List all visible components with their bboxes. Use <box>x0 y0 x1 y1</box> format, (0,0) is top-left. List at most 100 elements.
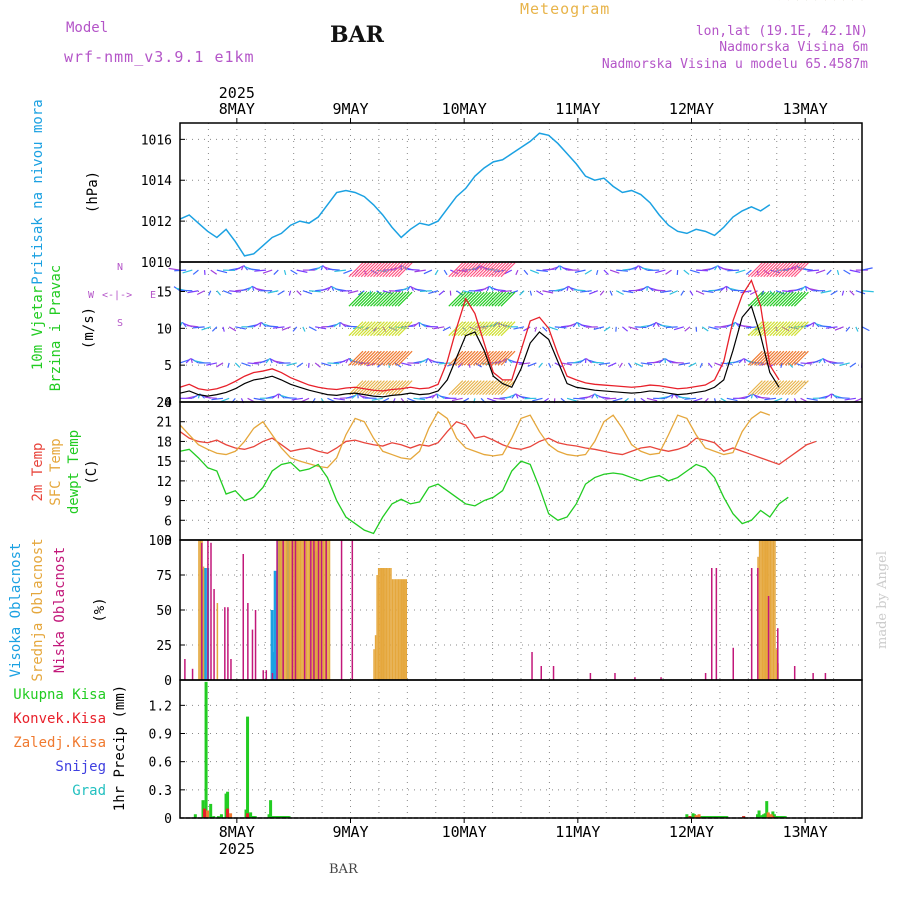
wind-barb <box>836 269 840 276</box>
cloud-bar-cloud_mid <box>760 540 762 680</box>
wind-barb-strong <box>476 291 491 307</box>
wind-barb <box>660 324 672 328</box>
wind-barb <box>603 269 609 275</box>
wind-barb <box>222 290 232 295</box>
precip-bar-precip_total <box>783 816 787 818</box>
precip-bar-precip_convective <box>742 816 746 818</box>
wind-barb <box>248 268 260 271</box>
wind-barb-strong <box>787 321 803 337</box>
wind-barb-strong <box>354 321 370 337</box>
wind-barb-strong <box>457 350 473 366</box>
wind-barb-strong <box>485 291 501 307</box>
precip-bar-precip_total <box>782 816 786 818</box>
wind-barb <box>834 326 844 331</box>
wind-barb <box>168 267 181 271</box>
precip-bar-precip_freezing <box>694 815 698 818</box>
wind-barb <box>841 290 845 296</box>
wind-barb <box>308 290 321 293</box>
precip-bar-precip_total <box>285 816 289 818</box>
cloud-bar-cloud_mid <box>199 540 202 680</box>
wind-barb-strong <box>463 350 479 366</box>
wind-barb <box>628 326 639 331</box>
pressure-unit-0: (hPa) <box>85 171 101 213</box>
wind-barb-strong <box>448 262 464 278</box>
wind-barb-strong <box>494 380 510 396</box>
wind-barb <box>621 326 629 332</box>
wind-barb <box>839 362 850 367</box>
wind-barb-strong <box>763 291 779 307</box>
wind-barb <box>492 321 499 328</box>
wind-barb-strong <box>500 291 516 307</box>
wind-barb <box>773 397 783 403</box>
wind-barb <box>849 269 861 273</box>
wind-barb <box>678 362 691 366</box>
wind-barb <box>616 269 629 272</box>
wind-barb-strong <box>370 291 385 307</box>
wind-barb <box>419 290 432 293</box>
precip-bar-precip_total <box>253 816 257 818</box>
wind-barb <box>523 326 531 332</box>
wind-barb <box>618 362 623 368</box>
wind-barb <box>529 290 533 296</box>
precip-bar-precip_total <box>272 816 276 818</box>
wind-barb <box>345 357 350 364</box>
wind-barb <box>548 326 559 331</box>
wind-barb-strong <box>397 321 413 337</box>
cloud-bar-cloud_mid <box>774 540 776 680</box>
wind-barb <box>598 362 611 366</box>
wind-barb-strong <box>500 321 516 337</box>
cloud-bar-cloud_low <box>325 540 327 680</box>
wind-barb <box>220 397 230 403</box>
wind-barb-strong <box>494 321 510 337</box>
wind-barb <box>536 269 548 273</box>
wind-barb-strong <box>790 291 806 307</box>
wind-barb <box>210 269 218 275</box>
wind-barb <box>283 269 287 276</box>
cloud-bar-cloud_low <box>294 540 297 680</box>
wind-barb-strong <box>763 262 779 278</box>
day-label-top: 11MAY <box>555 100 600 118</box>
wind-barb <box>493 397 506 400</box>
wind-barb-strong <box>379 380 395 396</box>
wind-barb-strong <box>388 380 404 396</box>
wind-barb-strong <box>485 380 501 396</box>
precip-bar-precip_total <box>193 814 197 818</box>
wind-barb <box>721 267 734 271</box>
wind-barb-strong <box>385 291 401 307</box>
wind-barb-strong <box>772 262 788 278</box>
precip-bar-precip_total <box>775 816 779 818</box>
wind-barb <box>208 290 212 296</box>
cloud-bar-cloud_mid <box>324 540 326 680</box>
wind-barb <box>523 269 529 276</box>
wind-barb <box>489 285 494 292</box>
wind-barb <box>548 266 559 271</box>
wind-barb <box>273 269 279 275</box>
wind-barb-strong <box>472 262 488 278</box>
precip-bar-precip_total <box>247 814 251 818</box>
cloud-bar-cloud_mid <box>373 649 375 680</box>
wind-barb-strong <box>373 291 388 307</box>
cloud-bar-cloud_low <box>704 673 707 680</box>
precip-bar-precip_freezing <box>769 814 773 818</box>
wind-barb <box>800 362 813 365</box>
cloud-bar-cloud_low <box>262 670 264 680</box>
station-altitude: Nadmorska Visina 6m <box>719 40 868 55</box>
wind-barb-strong <box>781 262 797 278</box>
temp-axis-title-1: SFC Temp <box>48 438 64 505</box>
day-label-bottom: 10MAY <box>442 823 487 841</box>
wind-barb <box>343 269 353 274</box>
wind-barb <box>707 362 713 368</box>
wind-barb-strong <box>466 380 482 396</box>
wind-barb <box>286 362 297 367</box>
precip-bar-precip_total <box>703 816 707 818</box>
wind-barb <box>511 393 516 399</box>
cloud-bar-cloud_low <box>201 542 203 680</box>
wind-barb-strong <box>454 291 470 307</box>
compass-w: W <box>88 290 95 301</box>
wind-barb-strong <box>376 380 392 396</box>
wind-barb <box>819 325 832 328</box>
wind-barb <box>761 290 765 296</box>
wind-barb <box>646 397 658 402</box>
wind-barb-strong <box>382 380 398 396</box>
wind-barb-strong <box>394 291 410 307</box>
